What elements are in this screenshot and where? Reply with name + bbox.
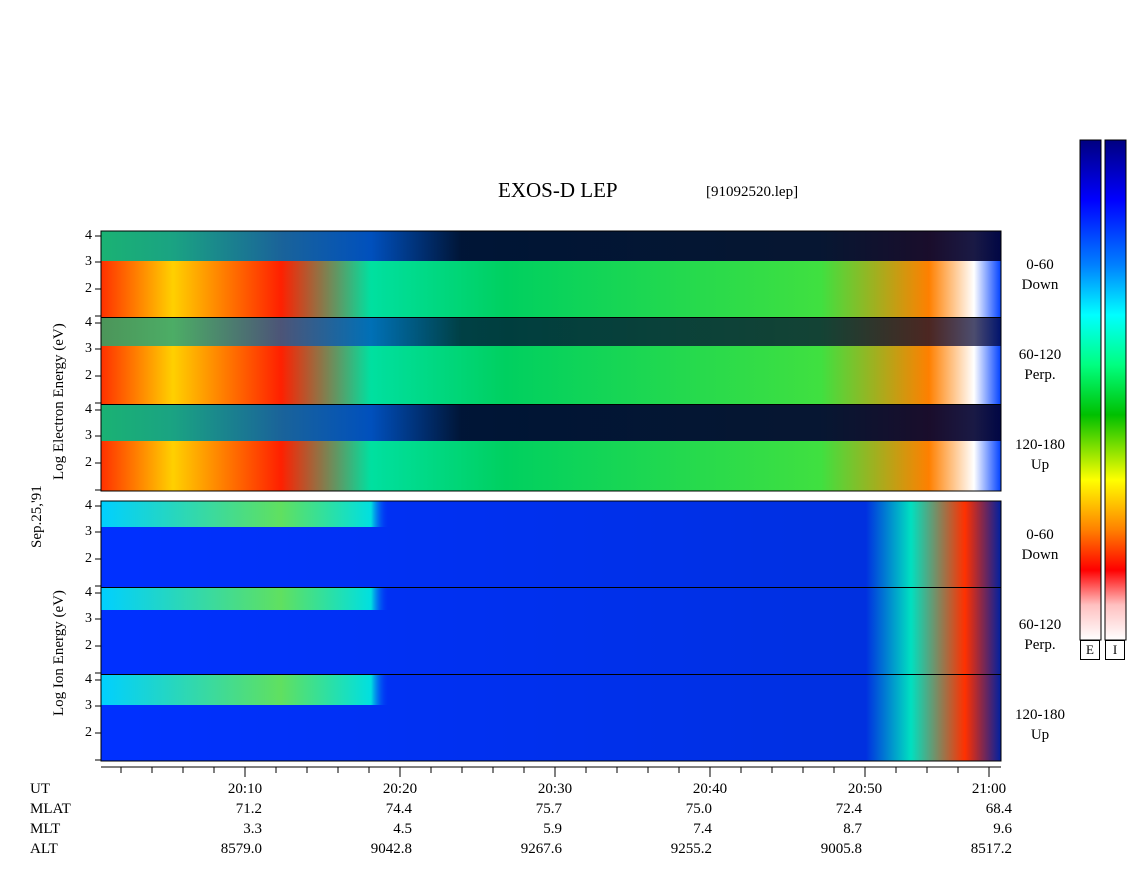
mlat-value: 71.2 <box>235 801 262 817</box>
ytick-e1-2: 2 <box>85 368 92 383</box>
alt-value: 9267.6 <box>520 841 562 857</box>
ytick-e0-3: 3 <box>85 254 92 269</box>
panel-angle: 60-120 <box>1018 347 1062 363</box>
ytick-i0-2: 2 <box>85 551 92 566</box>
ytick-e2-3: 3 <box>85 428 92 443</box>
panel-label-e2: 120-180 Up <box>1004 435 1076 475</box>
ytick-e2-2: 2 <box>85 455 92 470</box>
ytick-i2-2: 2 <box>85 725 92 740</box>
panel-angle: 0-60 <box>1026 257 1054 273</box>
panel-label-i0: 0-60 Down <box>1004 525 1076 565</box>
ytick-e0-4: 4 <box>85 228 92 243</box>
mlat-value: 74.4 <box>385 801 412 817</box>
mlt-value: 3.3 <box>243 821 262 837</box>
ion-panel-2 <box>101 675 1001 761</box>
colorbar-electron <box>1079 139 1102 641</box>
row-label-mlt: MLT <box>30 821 61 837</box>
row-label-mlat: MLAT <box>30 801 71 817</box>
ut-tick-label: 20:10 <box>227 781 263 797</box>
ut-tick-label: 20:30 <box>537 781 573 797</box>
mlat-value: 68.4 <box>985 801 1012 817</box>
panel-direction: Up <box>1030 457 1050 473</box>
panel-frames <box>100 230 1002 762</box>
mlt-value: 4.5 <box>393 821 412 837</box>
panel-direction: Perp. <box>1024 367 1056 383</box>
ytick-i1-4: 4 <box>85 585 92 600</box>
mlt-value: 9.6 <box>993 821 1012 837</box>
ytick-e2-4: 4 <box>85 402 92 417</box>
chart-title: EXOS-D LEP <box>498 178 618 202</box>
mlt-value: 7.4 <box>693 821 712 837</box>
panel-label-e0: 0-60 Down <box>1004 255 1076 295</box>
panel-direction: Perp. <box>1024 637 1056 653</box>
panel-angle: 120-180 <box>1015 707 1065 723</box>
ytick-e1-4: 4 <box>85 315 92 330</box>
ut-tick-label: 20:50 <box>847 781 883 797</box>
mlat-value: 72.4 <box>835 801 862 817</box>
mlt-value: 8.7 <box>843 821 862 837</box>
ion-panel-0 <box>101 501 1001 587</box>
panel-label-i1: 60-120 Perp. <box>1004 615 1076 655</box>
y-tick-marks <box>95 235 101 761</box>
electron-panel-2 <box>101 405 1001 491</box>
colorbar-ion <box>1104 139 1127 641</box>
panel-direction: Down <box>1021 547 1059 563</box>
mlat-value: 75.7 <box>535 801 562 817</box>
row-label-ut: UT <box>30 781 50 797</box>
ytick-i1-3: 3 <box>85 611 92 626</box>
panel-angle: 0-60 <box>1026 527 1054 543</box>
alt-value: 8517.2 <box>970 841 1012 857</box>
panel-angle: 120-180 <box>1015 437 1065 453</box>
panel-direction: Down <box>1021 277 1059 293</box>
ytick-i2-4: 4 <box>85 672 92 687</box>
alt-value: 8579.0 <box>220 841 262 857</box>
mlat-value: 75.0 <box>685 801 712 817</box>
panel-angle: 60-120 <box>1018 617 1062 633</box>
panel-direction: Up <box>1030 727 1050 743</box>
time-axis <box>101 766 1001 777</box>
panel-label-e1: 60-120 Perp. <box>1004 345 1076 385</box>
ut-tick-label: 21:00 <box>971 781 1007 797</box>
electron-panel-1 <box>101 318 1001 404</box>
colorbar-electron-label: E <box>1080 640 1100 660</box>
ytick-i0-3: 3 <box>85 524 92 539</box>
alt-value: 9042.8 <box>370 841 412 857</box>
alt-value: 9255.2 <box>670 841 712 857</box>
ytick-i1-2: 2 <box>85 638 92 653</box>
electron-panel-0 <box>101 231 1001 317</box>
alt-value: 9005.8 <box>820 841 862 857</box>
ut-tick-label: 20:40 <box>692 781 728 797</box>
panel-label-i2: 120-180 Up <box>1004 705 1076 745</box>
ytick-e1-3: 3 <box>85 341 92 356</box>
ytick-i0-4: 4 <box>85 498 92 513</box>
data-filename: [91092520.lep] <box>706 184 799 200</box>
mlt-value: 5.9 <box>543 821 562 837</box>
ut-tick-label: 20:20 <box>382 781 418 797</box>
ytick-i2-3: 3 <box>85 698 92 713</box>
row-label-alt: ALT <box>30 841 58 857</box>
ion-panel-1 <box>101 588 1001 674</box>
colorbar-ion-label: I <box>1105 640 1125 660</box>
ytick-e0-2: 2 <box>85 281 92 296</box>
